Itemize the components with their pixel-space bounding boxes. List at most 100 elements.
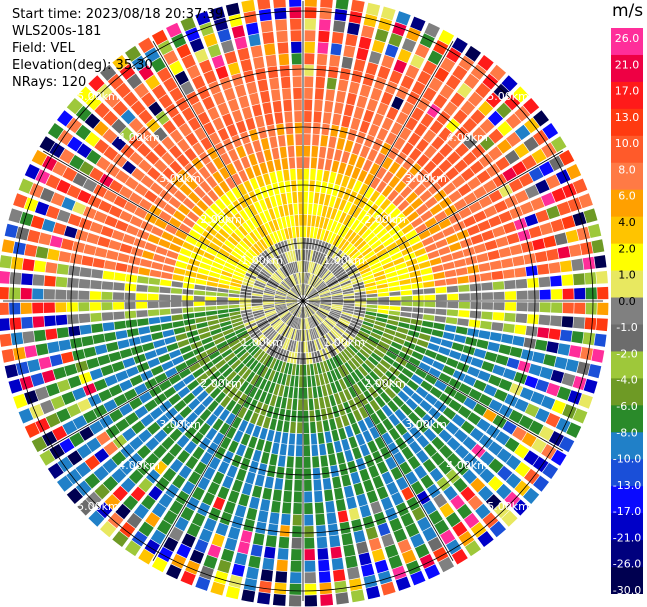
velocity-gate: [389, 208, 401, 220]
colorbar-swatch: [611, 540, 643, 568]
velocity-gate: [273, 159, 282, 171]
velocity-gate: [145, 135, 159, 149]
velocity-gate: [176, 434, 190, 448]
velocity-gate: [228, 297, 240, 301]
velocity-gate: [193, 295, 205, 301]
velocity-gate: [458, 383, 472, 395]
velocity-gate: [209, 132, 221, 146]
velocity-gate: [399, 461, 412, 475]
velocity-gate: [100, 225, 114, 238]
velocity-gate: [275, 305, 287, 310]
velocity-gate: [96, 502, 113, 519]
velocity-gate: [494, 389, 508, 402]
velocity-gate: [245, 357, 256, 368]
velocity-gate: [276, 307, 287, 313]
velocity-gate: [325, 500, 335, 513]
velocity-gate: [357, 419, 368, 433]
velocity-gate: [290, 262, 296, 274]
velocity-gate: [211, 237, 224, 247]
velocity-gate: [205, 413, 218, 427]
velocity-gate: [201, 395, 214, 408]
velocity-gate: [59, 148, 75, 164]
velocity-gate: [483, 384, 498, 397]
velocity-gate: [53, 366, 67, 380]
velocity-gate: [232, 321, 244, 328]
velocity-gate: [269, 277, 280, 285]
velocity-gate: [194, 48, 209, 63]
velocity-gate: [199, 565, 214, 580]
velocity-gate: [416, 154, 430, 168]
velocity-gate: [353, 106, 365, 120]
velocity-gate: [179, 345, 192, 355]
velocity-gate: [187, 211, 200, 223]
velocity-gate: [196, 322, 208, 329]
velocity-gate: [66, 487, 83, 504]
velocity-gate: [219, 422, 230, 436]
velocity-gate: [520, 241, 534, 253]
velocity-gate: [103, 146, 119, 161]
velocity-gate: [283, 204, 289, 216]
velocity-gate: [428, 367, 441, 378]
velocity-gate: [249, 231, 259, 243]
velocity-gate: [196, 218, 209, 230]
velocity-gate: [313, 111, 322, 123]
velocity-gate: [271, 442, 280, 455]
velocity-gate: [262, 301, 274, 303]
velocity-gate: [400, 186, 413, 199]
velocity-gate: [144, 212, 158, 224]
velocity-gate: [339, 68, 351, 81]
velocity-gate: [356, 493, 368, 507]
velocity-gate: [433, 400, 447, 413]
velocity-gate: [225, 399, 237, 412]
velocity-gate: [309, 250, 314, 262]
velocity-gate: [141, 92, 156, 108]
velocity-gate: [416, 490, 431, 505]
velocity-gate: [46, 382, 60, 397]
velocity-gate: [336, 137, 346, 151]
velocity-gate: [415, 420, 429, 433]
velocity-gate: [168, 374, 182, 385]
velocity-gate: [424, 349, 437, 359]
velocity-gate: [144, 378, 158, 390]
velocity-gate: [303, 145, 311, 157]
velocity-gate: [382, 418, 394, 431]
velocity-gate: [319, 373, 325, 386]
velocity-gate: [289, 304, 299, 312]
velocity-gate: [284, 252, 291, 263]
velocity-gate: [265, 286, 276, 292]
velocity-gate: [374, 28, 389, 43]
velocity-gate: [572, 375, 587, 391]
velocity-gate: [84, 473, 101, 489]
velocity-gate: [269, 77, 280, 90]
velocity-gate: [307, 305, 316, 313]
velocity-gate: [195, 11, 211, 26]
velocity-gate: [308, 274, 313, 285]
velocity-gate: [226, 370, 237, 382]
velocity-gate: [195, 278, 207, 285]
velocity-gate: [442, 182, 456, 195]
velocity-gate: [303, 284, 306, 296]
velocity-gate: [326, 442, 335, 455]
velocity-gate: [340, 280, 351, 287]
velocity-gate: [263, 290, 275, 295]
velocity-gate: [369, 399, 381, 412]
velocity-gate: [151, 556, 168, 573]
velocity-gate: [431, 329, 444, 338]
velocity-gate: [286, 315, 294, 325]
velocity-gate: [77, 189, 92, 204]
velocity-gate: [134, 207, 148, 219]
velocity-gate: [324, 396, 331, 408]
velocity-gate: [571, 331, 584, 344]
velocity-gate: [47, 248, 60, 261]
velocity-gate: [585, 302, 597, 315]
velocity-gate: [584, 317, 597, 330]
velocity-gate: [523, 337, 536, 349]
velocity-gate: [376, 180, 387, 193]
velocity-gate: [417, 70, 432, 86]
velocity-gate: [128, 135, 143, 150]
velocity-gate: [162, 467, 177, 482]
velocity-gate: [193, 290, 206, 296]
velocity-gate: [245, 234, 256, 245]
velocity-gate: [18, 408, 34, 424]
velocity-gate: [535, 379, 550, 393]
